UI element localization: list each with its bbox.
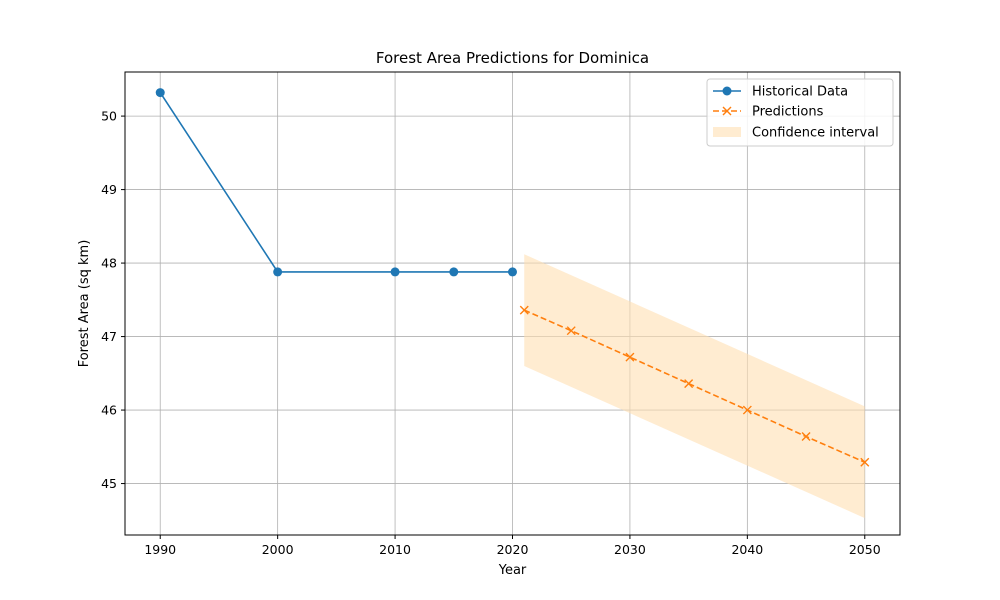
x-axis-ticks: 1990 2000 2010 2020 2030 2040 2050	[144, 535, 881, 557]
data-point	[684, 379, 694, 389]
legend-label: Historical Data	[752, 85, 848, 100]
data-point	[449, 267, 459, 277]
y-tick-label: 45	[101, 476, 117, 491]
x-tick-label: 2040	[731, 542, 763, 557]
x-axis-title: Year	[498, 563, 527, 578]
confidence-interval-band	[524, 254, 865, 519]
legend-label: Predictions	[752, 105, 824, 120]
x-tick-label: 2000	[262, 542, 294, 557]
legend-label: Confidence interval	[752, 126, 879, 141]
x-tick-label: 2050	[849, 542, 881, 557]
chart-title: Forest Area Predictions for Dominica	[376, 49, 649, 67]
legend: Historical Data Predictions Confidence int…	[706, 78, 894, 147]
data-point	[273, 267, 283, 277]
x-tick-label: 2020	[497, 542, 529, 557]
y-tick-label: 50	[101, 109, 117, 124]
series-markers	[155, 88, 870, 467]
legend-item: Predictions	[713, 105, 824, 120]
x-tick-label: 1990	[144, 542, 176, 557]
legend-item: Historical Data	[713, 85, 848, 100]
legend-box	[706, 78, 894, 147]
data-point	[566, 326, 576, 336]
y-tick-label: 48	[101, 256, 117, 271]
data-point	[155, 88, 165, 98]
y-tick-label: 46	[101, 403, 117, 418]
data-point	[519, 305, 529, 315]
data-point	[860, 457, 870, 467]
data-point	[625, 352, 635, 362]
y-tick-label: 49	[101, 182, 117, 197]
grid-lines	[125, 72, 900, 535]
legend-item: Confidence interval	[713, 126, 879, 141]
data-point	[801, 432, 811, 442]
data-point	[508, 267, 517, 277]
y-axis-title: Forest Area (sq km)	[77, 240, 92, 368]
data-point	[390, 267, 400, 277]
y-axis-ticks: 45 46 47 48 49 50	[101, 109, 125, 491]
data-point	[742, 405, 752, 415]
x-tick-label: 2010	[379, 542, 411, 557]
y-tick-label: 47	[101, 329, 117, 344]
confidence-band-layer	[524, 254, 865, 519]
x-tick-label: 2030	[614, 542, 646, 557]
